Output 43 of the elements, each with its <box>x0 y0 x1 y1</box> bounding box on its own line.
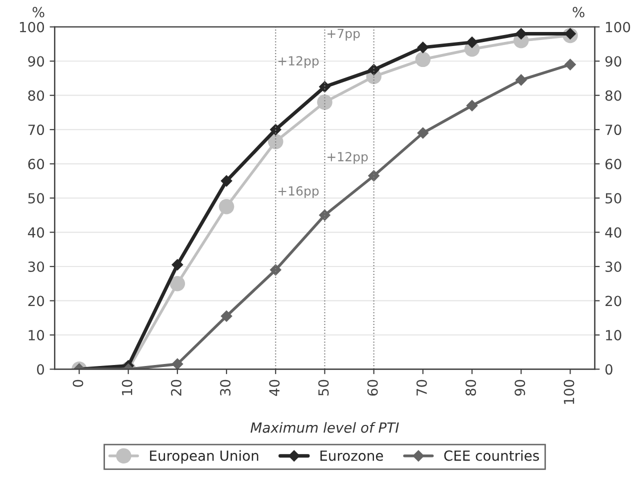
y-tick-label: 80 <box>28 90 44 101</box>
x-tick-label: 90 <box>514 380 526 396</box>
x-tick-label: 0 <box>72 380 84 387</box>
x-tick-label: 70 <box>416 380 427 396</box>
y2-tick-label: 40 <box>605 227 622 238</box>
y-tick-label: 90 <box>28 56 44 67</box>
x-tick-label: 30 <box>220 380 231 396</box>
y2-axis-title: % <box>572 6 584 18</box>
y-tick-label: 60 <box>28 158 44 170</box>
x-tick-label: 60 <box>367 380 378 396</box>
annotation: +16pp <box>278 186 319 198</box>
x-tick-label: 10 <box>122 380 132 396</box>
y2-tick-label: 0 <box>605 364 612 375</box>
x-tick-label: 100 <box>564 380 574 404</box>
y-tick-label: 10 <box>28 330 44 340</box>
y-tick-label: 70 <box>28 124 44 136</box>
x-tick-label: 50 <box>318 380 329 396</box>
y-tick-label: 0 <box>37 364 44 375</box>
y-tick-label: 50 <box>28 193 44 204</box>
y2-tick-label: 20 <box>606 296 622 306</box>
x-tick-label: 40 <box>269 380 280 396</box>
y2-tick-label: 60 <box>605 158 622 170</box>
y-axis-title: % <box>32 6 44 18</box>
y2-tick-label: 10 <box>606 330 622 340</box>
y2-tick-label: 70 <box>606 124 622 136</box>
x-axis-title: Maximum level of PTI <box>250 422 399 433</box>
y2-tick-label: 50 <box>606 193 622 204</box>
x-tick-label: 80 <box>466 380 476 396</box>
y2-tick-label: 90 <box>605 56 622 67</box>
y2-tick-label: 80 <box>605 90 622 101</box>
y2-tick-label: 100 <box>606 22 630 32</box>
annotation: +12pp <box>328 152 368 164</box>
y-tick-label: 40 <box>28 227 44 238</box>
annotation: +7pp <box>328 28 360 41</box>
y2-tick-label: 30 <box>606 261 622 272</box>
annotation: +12pp <box>278 56 319 68</box>
y-tick-label: 30 <box>28 261 44 272</box>
x-tick-label: 20 <box>170 380 182 396</box>
legend-label: European Union <box>150 450 258 464</box>
y-tick-label: 100 <box>20 22 44 32</box>
legend-label: Eurozone <box>320 450 383 461</box>
legend-label: CEE countries <box>444 450 539 461</box>
y-tick-label: 20 <box>28 296 44 306</box>
